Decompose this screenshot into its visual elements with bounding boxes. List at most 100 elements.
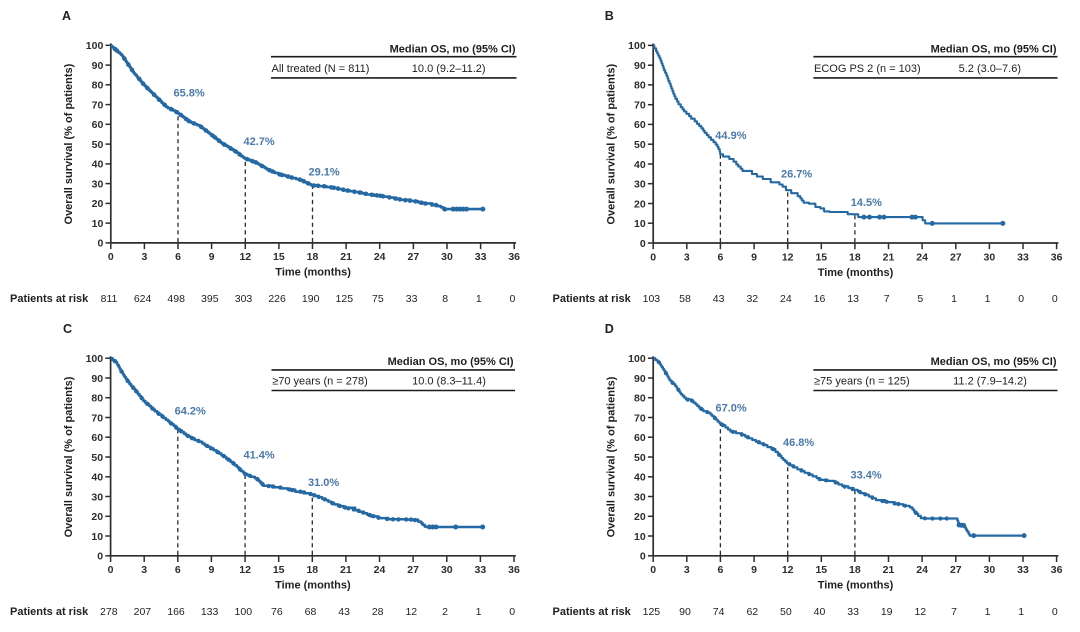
svg-text:9: 9 [751,564,757,576]
svg-text:Overall survival (% of patient: Overall survival (% of patients) [63,63,75,224]
svg-text:3: 3 [684,564,690,576]
svg-text:90: 90 [92,60,104,72]
svg-text:133: 133 [201,606,219,618]
svg-text:50: 50 [780,606,792,618]
svg-text:33: 33 [406,293,418,305]
svg-text:65.8%: 65.8% [174,88,205,100]
svg-text:9: 9 [208,564,214,576]
svg-text:27: 27 [407,564,419,576]
svg-text:42.7%: 42.7% [244,136,275,148]
svg-text:10: 10 [91,531,103,543]
svg-text:100: 100 [86,353,104,365]
svg-text:18: 18 [306,564,318,576]
svg-text:21: 21 [883,564,895,576]
svg-text:8: 8 [442,293,448,305]
svg-text:0: 0 [97,551,103,563]
svg-text:2: 2 [442,606,448,618]
svg-text:0: 0 [640,238,646,250]
svg-text:30: 30 [91,491,103,503]
svg-text:33: 33 [1017,251,1029,263]
svg-text:21: 21 [340,564,352,576]
svg-text:46.8%: 46.8% [783,437,814,449]
svg-text:6: 6 [175,564,181,576]
svg-text:80: 80 [91,393,103,405]
svg-text:Median OS, mo (95% CI): Median OS, mo (95% CI) [390,43,516,55]
svg-text:21: 21 [340,251,352,263]
svg-text:0: 0 [97,238,103,250]
svg-text:40: 40 [814,606,826,618]
svg-text:33: 33 [475,251,487,263]
svg-text:14.5%: 14.5% [851,197,882,209]
svg-text:303: 303 [235,293,253,305]
svg-text:44.9%: 44.9% [715,130,746,142]
svg-text:A: A [62,9,71,23]
svg-text:24: 24 [374,251,386,263]
svg-text:Patients at risk: Patients at risk [553,293,632,305]
svg-text:24: 24 [916,251,928,263]
svg-text:100: 100 [86,40,104,52]
svg-text:6: 6 [717,564,723,576]
svg-text:103: 103 [643,293,661,305]
svg-text:Time (months): Time (months) [275,580,351,592]
svg-text:0: 0 [650,251,656,263]
svg-text:60: 60 [634,432,646,444]
svg-text:Patients at risk: Patients at risk [553,606,632,618]
svg-text:58: 58 [679,293,691,305]
svg-text:20: 20 [634,511,646,523]
svg-text:0: 0 [108,564,114,576]
svg-text:Overall survival (% of patient: Overall survival (% of patients) [63,376,75,537]
svg-text:36: 36 [508,251,520,263]
svg-text:68: 68 [305,606,317,618]
svg-text:70: 70 [634,100,646,112]
svg-text:166: 166 [167,606,185,618]
svg-text:15: 15 [815,251,827,263]
svg-text:15: 15 [273,251,285,263]
svg-text:Median OS, mo (95% CI): Median OS, mo (95% CI) [931,43,1057,55]
svg-text:All treated (N = 811): All treated (N = 811) [272,63,370,75]
svg-text:Time (months): Time (months) [818,580,894,592]
svg-text:226: 226 [268,293,286,305]
svg-text:10.0 (8.3–11.4): 10.0 (8.3–11.4) [412,376,486,388]
svg-text:12: 12 [914,606,926,618]
svg-text:18: 18 [849,251,861,263]
svg-text:498: 498 [167,293,185,305]
svg-text:24: 24 [780,293,792,305]
svg-text:12: 12 [782,251,794,263]
svg-text:21: 21 [883,251,895,263]
svg-text:30: 30 [441,564,453,576]
svg-text:36: 36 [508,564,520,576]
svg-text:B: B [605,9,614,23]
svg-text:125: 125 [336,293,354,305]
svg-text:27: 27 [950,564,962,576]
svg-text:C: C [63,322,72,336]
svg-text:125: 125 [643,606,661,618]
svg-text:60: 60 [92,119,104,131]
svg-text:3: 3 [141,564,147,576]
svg-text:33: 33 [847,606,859,618]
svg-text:5: 5 [917,293,923,305]
svg-text:24: 24 [916,564,928,576]
svg-text:Patients at risk: Patients at risk [10,606,89,618]
svg-text:0: 0 [108,251,114,263]
svg-text:15: 15 [273,564,285,576]
svg-text:12: 12 [239,564,251,576]
svg-text:60: 60 [91,432,103,444]
svg-text:0: 0 [650,564,656,576]
svg-text:1: 1 [476,606,482,618]
svg-text:Median OS, mo (95% CI): Median OS, mo (95% CI) [931,356,1057,368]
svg-text:≥75 years (n = 125): ≥75 years (n = 125) [814,376,910,388]
svg-text:11.2 (7.9–14.2): 11.2 (7.9–14.2) [953,376,1027,388]
svg-text:624: 624 [134,293,152,305]
svg-text:43: 43 [713,293,725,305]
svg-text:27: 27 [408,251,420,263]
svg-text:29.1%: 29.1% [309,167,340,179]
svg-text:76: 76 [271,606,283,618]
svg-text:ECOG PS 2 (n = 103): ECOG PS 2 (n = 103) [814,63,921,75]
svg-text:18: 18 [307,251,319,263]
svg-text:70: 70 [91,412,103,424]
svg-text:80: 80 [92,80,104,92]
svg-text:10.0 (9.2–11.2): 10.0 (9.2–11.2) [412,63,486,75]
svg-text:80: 80 [634,393,646,405]
svg-text:278: 278 [100,606,118,618]
svg-text:50: 50 [634,139,646,151]
